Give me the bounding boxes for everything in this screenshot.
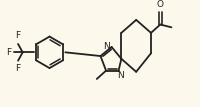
Text: N: N [117,71,124,80]
Text: N: N [104,42,110,51]
Text: O: O [157,0,164,9]
Text: F: F [6,48,12,57]
Text: F: F [16,31,21,40]
Text: F: F [16,64,21,73]
